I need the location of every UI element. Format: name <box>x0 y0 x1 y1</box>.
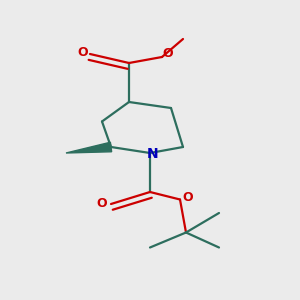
Text: O: O <box>97 197 107 210</box>
Text: N: N <box>147 147 159 160</box>
Text: O: O <box>163 47 173 60</box>
Text: O: O <box>182 190 193 204</box>
Text: O: O <box>77 46 88 59</box>
Polygon shape <box>66 142 112 153</box>
